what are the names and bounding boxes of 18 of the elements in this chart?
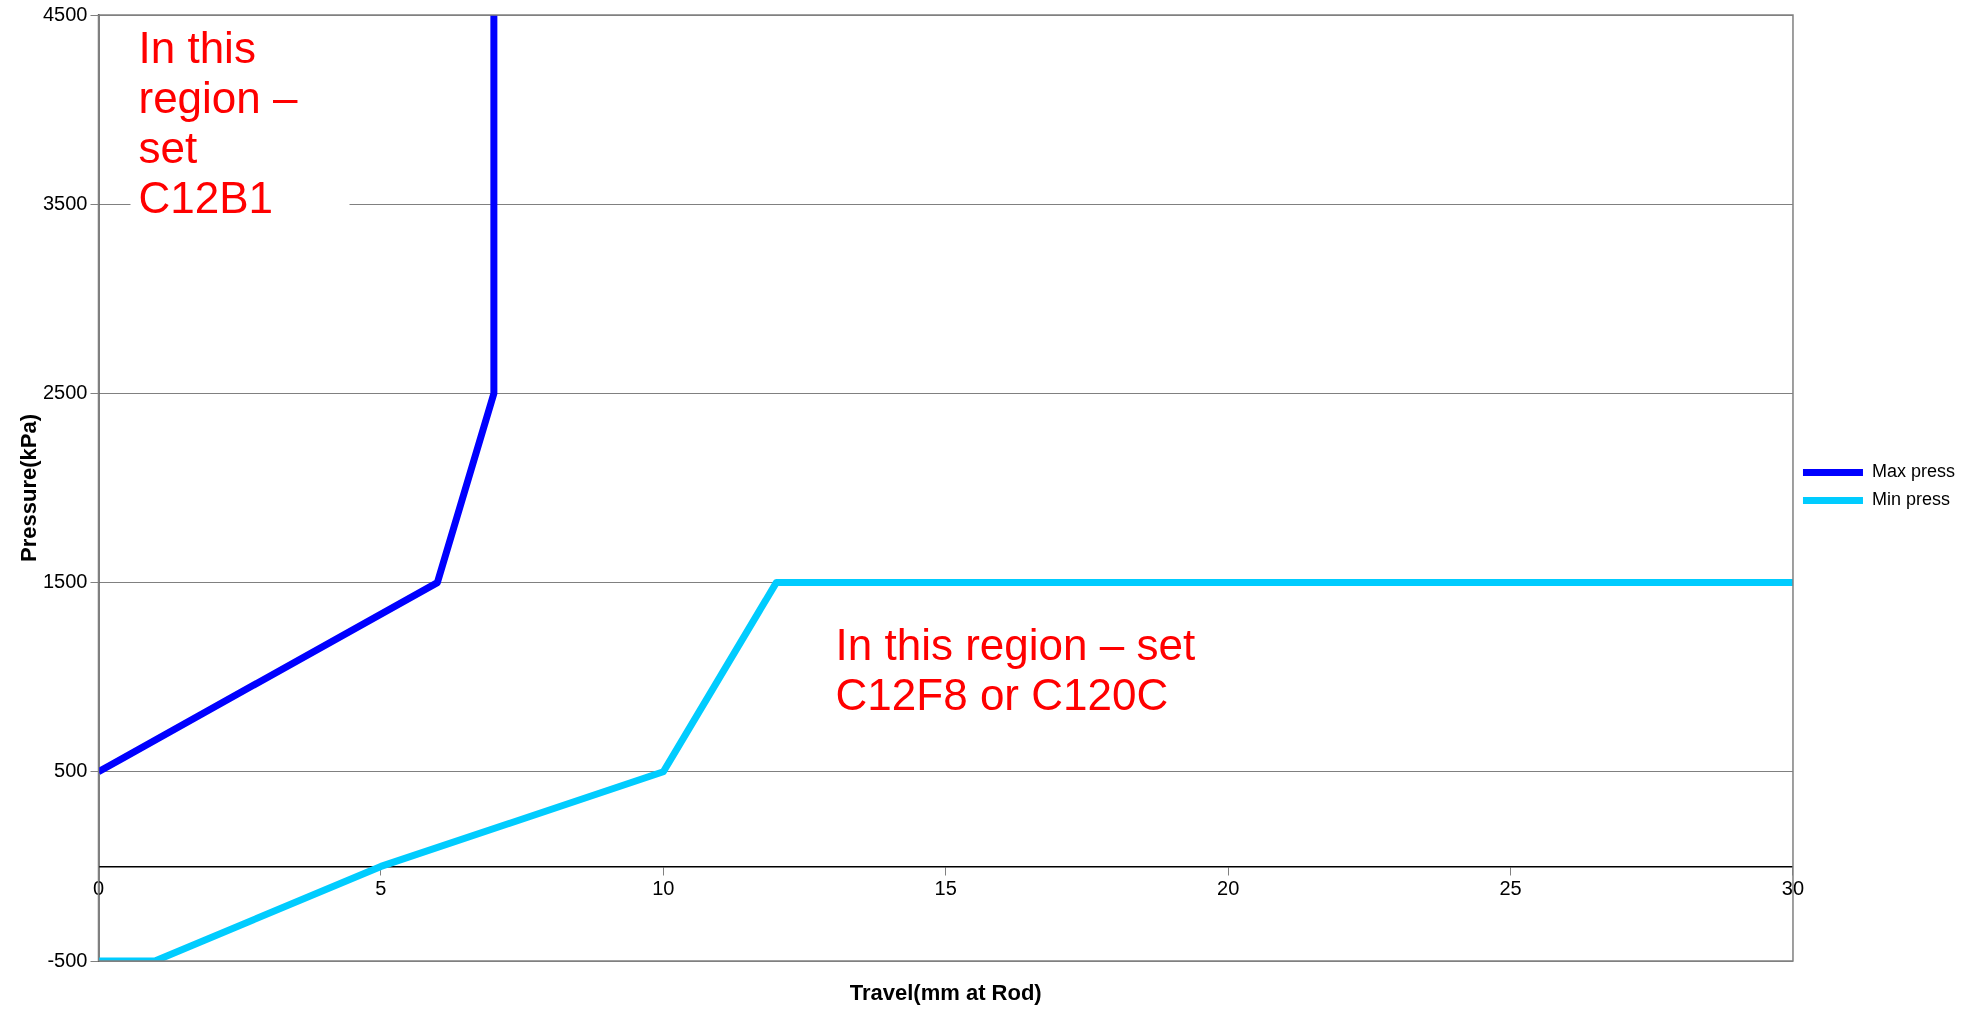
y-tick-label: -500 (47, 948, 88, 971)
legend-label: Min press (1871, 489, 1951, 510)
x-tick-label: 20 (1217, 876, 1240, 899)
y-axis-title: Pressure(kPa) (16, 414, 42, 562)
x-axis-title: Travel(mm at Rod) (849, 980, 1042, 1006)
y-tick-label: 4500 (42, 2, 88, 25)
y-tick-label: 500 (54, 759, 88, 782)
x-tick-label: 15 (934, 876, 957, 899)
x-tick-label: 25 (1499, 876, 1522, 899)
y-tick-label: 3500 (42, 191, 88, 214)
y-tick-label: 1500 (42, 570, 88, 593)
annotation: In this region – set C12B1 (138, 23, 299, 223)
legend-label: Max press (1871, 461, 1956, 482)
annotation: In this region – set C12F8 or C120C (835, 619, 1196, 719)
y-tick-label: 2500 (42, 380, 88, 403)
x-tick-label: 30 (1781, 876, 1805, 899)
x-tick-label: 10 (652, 876, 675, 899)
x-tick-label: 5 (375, 876, 387, 899)
